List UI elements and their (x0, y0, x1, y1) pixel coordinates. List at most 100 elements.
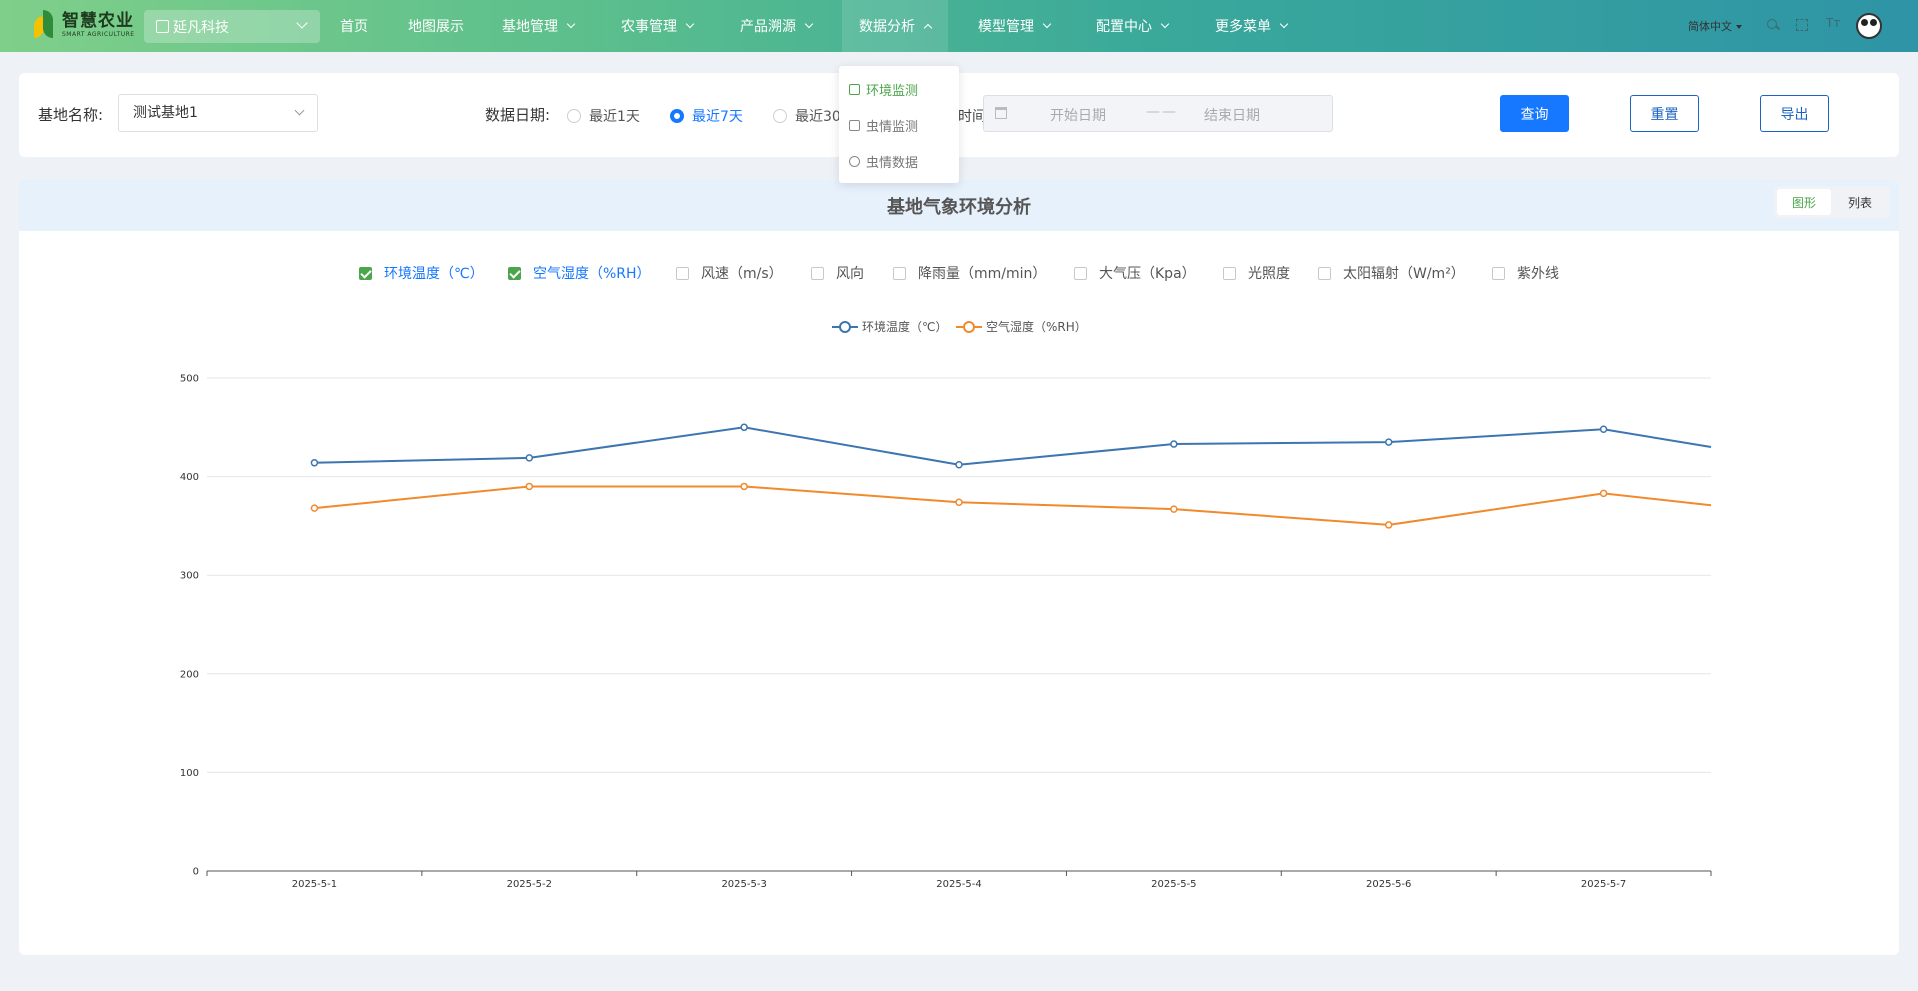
data-point (1384, 438, 1393, 446)
data-point (955, 498, 963, 506)
nav-label: 产品溯源 (740, 19, 796, 35)
data-point (310, 504, 319, 512)
user-avatar[interactable] (1856, 13, 1882, 39)
x-tick-label: 2025-5-6 (1366, 879, 1411, 890)
nav-more-menu[interactable]: 更多菜单 (1215, 0, 1289, 52)
metric-label: 风速（m/s） (701, 266, 783, 282)
metric-uv[interactable]: 紫外线 (1492, 263, 1559, 283)
metric-pressure[interactable]: 大气压（Kpa） (1074, 263, 1196, 283)
radio-last-1-day[interactable]: 最近1天 (567, 106, 640, 126)
x-tick-label: 2025-5-7 (1581, 879, 1626, 890)
export-button[interactable]: 导出 (1760, 95, 1829, 132)
panel-title: 基地气象环境分析 (887, 197, 1031, 218)
data-point (1170, 440, 1178, 448)
menu-label: 虫情数据 (866, 156, 919, 171)
menu-label: 虫情监测 (866, 120, 919, 135)
data-point (1599, 489, 1608, 498)
caret-down-icon (1736, 25, 1742, 29)
data-analysis-dropdown: 环境监测 虫情监测 虫情数据 (839, 66, 959, 183)
nav-label: 基地管理 (502, 19, 558, 35)
nav-map[interactable]: 地图展示 (408, 0, 464, 52)
checkbox (508, 266, 521, 280)
nav-data-analysis[interactable]: 数据分析 (842, 0, 948, 52)
view-list-tab[interactable]: 列表 (1847, 195, 1872, 210)
radio-last-30-days[interactable]: 最近30 (773, 106, 841, 126)
metric-label: 降雨量（mm/min） (918, 266, 1047, 282)
radio-circle (567, 109, 581, 123)
nav-config-center[interactable]: 配置中心 (1096, 0, 1170, 52)
nav-label: 模型管理 (978, 19, 1034, 35)
custom-time-label: 时间 (958, 109, 986, 125)
metric-illuminance[interactable]: 光照度 (1223, 263, 1290, 283)
metric-rainfall[interactable]: 降雨量（mm/min） (893, 263, 1046, 283)
nav-label: 地图展示 (408, 19, 464, 35)
y-tick-label: 500 (180, 374, 199, 385)
radio-last-7-days[interactable]: 最近7天 (670, 106, 743, 126)
chart-header (19, 180, 1899, 231)
radio-circle (670, 109, 684, 123)
query-button[interactable]: 查询 (1500, 95, 1569, 132)
legend-label: 空气湿度（%RH） (986, 320, 1087, 334)
data-point (955, 461, 963, 469)
nav-model-management[interactable]: 模型管理 (978, 0, 1052, 52)
legend-marker (832, 320, 858, 334)
radio-label: 最近1天 (589, 109, 640, 125)
series-line (314, 485, 1712, 526)
metric-label: 太阳辐射（W/m²） (1343, 266, 1465, 282)
nav-base-management[interactable]: 基地管理 (502, 0, 576, 52)
data-point (525, 454, 534, 462)
reset-button[interactable]: 重置 (1630, 95, 1699, 132)
metric-wind-direction[interactable]: 风向 (811, 263, 864, 283)
checkbox (1074, 266, 1087, 280)
date-range-picker[interactable]: 开始日期 —— 结束日期 (983, 95, 1333, 132)
metric-wind-speed[interactable]: 风速（m/s） (676, 263, 783, 283)
view-toggle: 图形 列表 (1774, 186, 1890, 218)
data-point (740, 482, 748, 491)
menu-item-pest-data[interactable]: 虫情数据 (849, 152, 918, 171)
checkbox (893, 266, 906, 280)
nav-label: 首页 (340, 19, 368, 35)
metric-label: 风向 (836, 266, 864, 282)
x-tick-label: 2025-5-5 (1151, 879, 1196, 890)
metric-label: 大气压（Kpa） (1099, 266, 1196, 282)
base-select-value: 测试基地1 (133, 105, 198, 121)
y-tick-label: 300 (180, 571, 199, 582)
nav-traceability[interactable]: 产品溯源 (740, 0, 814, 52)
logo[interactable]: 智慧农业 SMART AGRICULTURE (34, 10, 135, 40)
start-date-input[interactable]: 开始日期 (1050, 108, 1106, 124)
search-icon[interactable] (1766, 18, 1780, 32)
data-point (740, 423, 748, 432)
data-point (1599, 425, 1608, 434)
pest-monitor-icon (849, 120, 860, 131)
legend-temperature[interactable]: 环境温度（℃） (832, 318, 947, 335)
metric-humidity[interactable]: 空气湿度（%RH） (508, 263, 651, 283)
radio-circle (773, 109, 787, 123)
nav-farming-management[interactable]: 农事管理 (621, 0, 695, 52)
x-tick-label: 2025-5-2 (507, 879, 552, 890)
legend-humidity[interactable]: 空气湿度（%RH） (956, 318, 1087, 335)
tenant-select[interactable]: 延凡科技 (144, 10, 320, 43)
nav-home[interactable]: 首页 (340, 0, 368, 52)
menu-item-pest-monitor[interactable]: 虫情监测 (849, 116, 918, 135)
top-navbar (0, 0, 1918, 52)
data-point (310, 459, 319, 467)
fullscreen-icon[interactable] (1796, 19, 1808, 31)
legend-marker (956, 320, 982, 334)
base-select[interactable]: 测试基地1 (118, 94, 318, 132)
checkbox (676, 266, 689, 280)
logo-subtitle: SMART AGRICULTURE (62, 30, 135, 38)
metric-temperature[interactable]: 环境温度（℃） (359, 263, 484, 283)
font-size-icon[interactable]: Tт (1826, 16, 1841, 30)
nav-label: 配置中心 (1096, 19, 1152, 35)
checkbox (811, 266, 824, 280)
menu-item-environment[interactable]: 环境监测 (849, 80, 918, 99)
nav-label: 数据分析 (859, 19, 915, 35)
language-select[interactable]: 简体中文 (1688, 18, 1742, 34)
view-graph-tab[interactable]: 图形 (1777, 189, 1831, 215)
metric-solar-radiation[interactable]: 太阳辐射（W/m²） (1318, 263, 1465, 283)
data-date-label: 数据日期: (485, 106, 551, 124)
checkbox (1223, 266, 1236, 280)
end-date-input[interactable]: 结束日期 (1204, 108, 1260, 124)
y-tick-label: 400 (180, 472, 199, 483)
